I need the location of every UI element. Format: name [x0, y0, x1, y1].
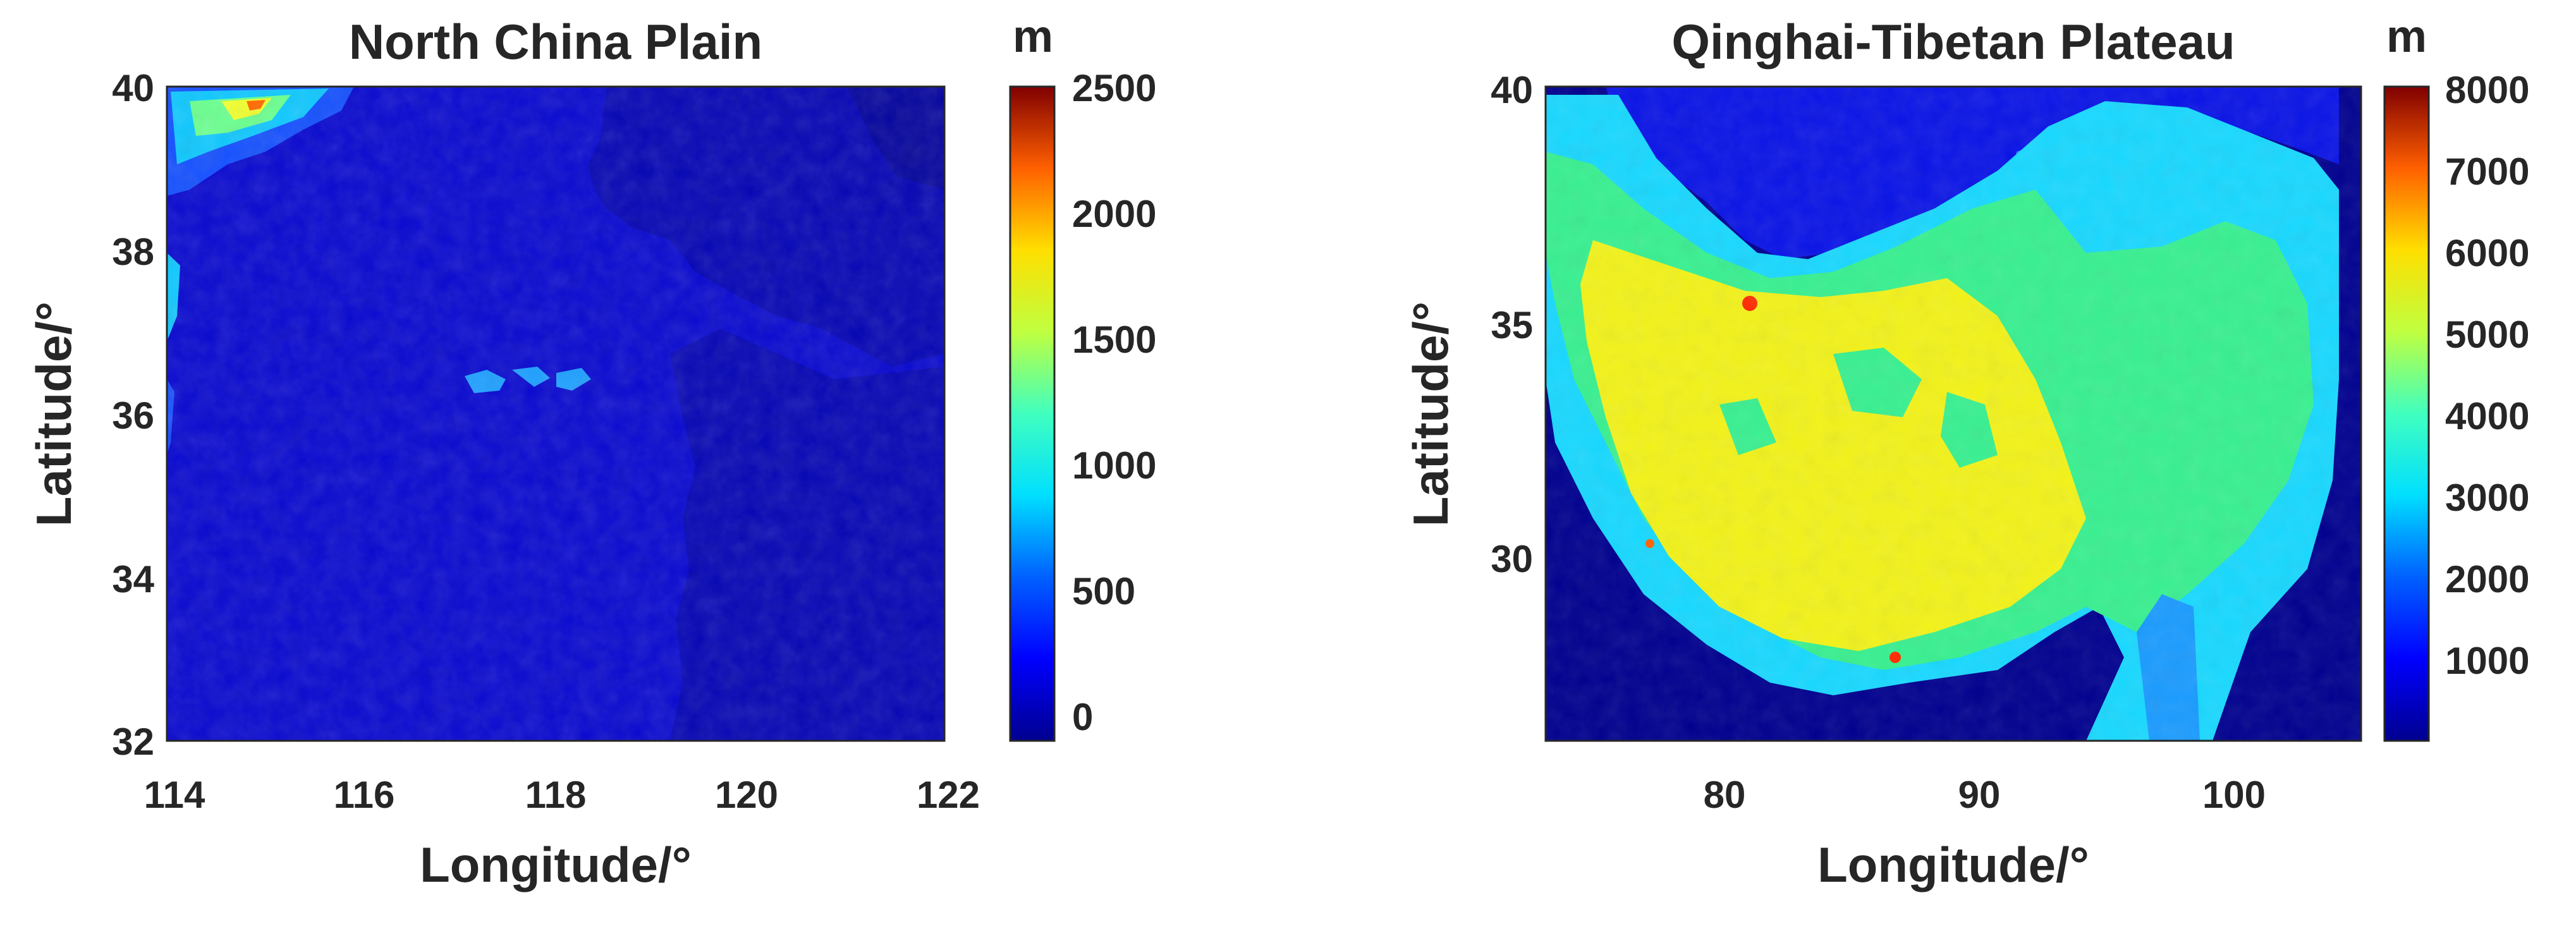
left-colorbar-gradient — [1009, 85, 1056, 742]
left-colorbar-unit: m — [1013, 11, 1053, 62]
right-cb-tick-1000: 1000 — [2445, 640, 2529, 682]
left-y-tick-40: 40 — [112, 67, 154, 109]
right-map-title: Qinghai-Tibetan Plateau — [1671, 14, 2235, 70]
right-x-tick-100: 100 — [2202, 774, 2266, 816]
right-colorbar-gradient — [2383, 85, 2430, 742]
right-y-ticks: 40 35 30 — [1491, 69, 1533, 580]
right-cb-tick-2000: 2000 — [2445, 558, 2529, 600]
panel-qinghai-tibetan-plateau: Qinghai-Tibetan Plateau — [1403, 11, 2529, 892]
left-colorbar: m 2500 2000 1500 1000 500 0 — [1009, 11, 1156, 742]
right-map-frame — [1544, 85, 2362, 742]
right-y-axis-label: Latitude/° — [1403, 302, 1458, 527]
right-colorbar-unit: m — [2386, 11, 2427, 62]
right-x-tick-80: 80 — [1704, 774, 1746, 816]
right-cb-tick-6000: 6000 — [2445, 232, 2529, 274]
left-x-tick-120: 120 — [715, 774, 778, 816]
right-y-tick-40: 40 — [1491, 69, 1533, 111]
left-cb-tick-1500: 1500 — [1072, 319, 1156, 361]
right-elevation-map — [1546, 87, 2361, 741]
right-y-tick-35: 35 — [1491, 304, 1533, 346]
left-cb-tick-500: 500 — [1072, 570, 1135, 612]
right-cb-tick-4000: 4000 — [2445, 395, 2529, 437]
right-cb-tick-5000: 5000 — [2445, 314, 2529, 356]
right-cb-tick-7000: 7000 — [2445, 150, 2529, 193]
left-map-title: North China Plain — [349, 14, 762, 70]
left-cb-tick-2000: 2000 — [1072, 193, 1156, 235]
left-x-tick-114: 114 — [144, 774, 205, 816]
left-y-tick-38: 38 — [112, 231, 154, 273]
left-x-tick-118: 118 — [525, 774, 587, 816]
right-x-axis-label: Longitude/° — [1817, 837, 2089, 892]
right-cb-tick-3000: 3000 — [2445, 477, 2529, 519]
left-y-tick-36: 36 — [112, 394, 154, 437]
right-x-tick-90: 90 — [1958, 774, 2001, 816]
left-x-tick-122: 122 — [917, 774, 980, 816]
left-cb-tick-1000: 1000 — [1072, 444, 1156, 487]
left-y-ticks: 40 38 36 34 32 — [112, 67, 154, 763]
left-map-frame — [166, 85, 946, 742]
left-y-tick-34: 34 — [112, 558, 154, 600]
panel-north-china-plain: North China Plain 40 38 — [26, 11, 1156, 892]
right-cb-tick-8000: 8000 — [2445, 69, 2529, 111]
left-x-tick-116: 116 — [334, 774, 395, 816]
left-cb-tick-0: 0 — [1072, 696, 1093, 738]
right-y-tick-30: 30 — [1491, 538, 1533, 580]
left-x-axis-label: Longitude/° — [420, 837, 692, 892]
right-x-ticks: 80 90 100 — [1704, 774, 2266, 816]
left-cb-tick-2500: 2500 — [1072, 67, 1156, 109]
left-y-tick-32: 32 — [112, 721, 154, 763]
left-elevation-map — [167, 87, 944, 741]
right-colorbar: m 8000 7000 6000 5000 4000 3000 2000 100… — [2383, 11, 2529, 742]
left-y-axis-label: Latitude/° — [26, 302, 82, 527]
left-x-ticks: 114 116 118 120 122 — [144, 774, 980, 816]
